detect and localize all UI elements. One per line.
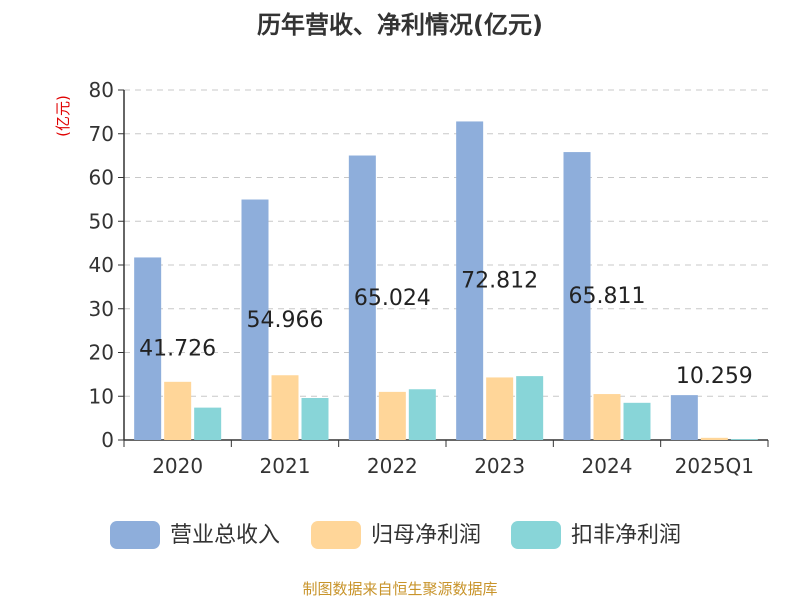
y-tick-label: 80 <box>89 78 114 102</box>
data-label: 65.811 <box>569 284 646 309</box>
bar <box>700 437 728 440</box>
data-label: 65.024 <box>354 286 431 311</box>
legend-label: 归母净利润 <box>371 523 481 548</box>
legend-swatch <box>311 521 361 549</box>
x-tick-label: 2023 <box>474 454 525 478</box>
bar <box>164 381 192 440</box>
y-tick-label: 0 <box>101 428 114 452</box>
x-tick-label: 2022 <box>367 454 418 478</box>
x-tick-label: 2024 <box>582 454 633 478</box>
bar <box>456 121 484 440</box>
y-tick-label: 40 <box>89 253 114 277</box>
bar <box>486 377 514 440</box>
data-label: 41.726 <box>139 337 216 362</box>
chart-title: 历年营收、净利情况(亿元) <box>257 11 543 39</box>
y-axis-label: (亿元) <box>54 95 72 137</box>
bar <box>241 199 269 440</box>
bar <box>134 257 162 440</box>
bar <box>348 155 376 440</box>
source-note: 制图数据来自恒生聚源数据库 <box>302 580 497 598</box>
x-tick-label: 2021 <box>260 454 311 478</box>
x-tick-label: 2025Q1 <box>675 454 754 478</box>
bar <box>670 395 698 440</box>
bar-layer <box>134 121 758 440</box>
data-label-layer: 41.726 54.966 65.024 72.812 65.811 10.259 <box>139 269 753 389</box>
bar <box>378 391 406 440</box>
bar <box>623 402 651 440</box>
legend-swatch <box>511 521 561 549</box>
x-tick-label: 2020 <box>152 454 203 478</box>
bar <box>563 152 591 440</box>
grid-layer <box>124 89 768 397</box>
y-tick-label: 70 <box>89 122 114 146</box>
bar <box>516 376 544 440</box>
y-tick-label: 60 <box>89 166 114 190</box>
bar <box>593 394 621 440</box>
legend: 营业总收入 归母净利润 扣非净利润 <box>110 521 681 549</box>
legend-label: 营业总收入 <box>170 523 280 548</box>
y-tick-label: 10 <box>89 384 114 408</box>
bar <box>408 389 436 440</box>
legend-swatch <box>110 521 160 549</box>
bar <box>194 407 222 440</box>
bar <box>301 398 329 440</box>
data-label: 54.966 <box>247 308 324 333</box>
axis-layer: 0 10 20 30 40 50 60 70 80 2020 2021 2022 2023 2024 202… <box>89 78 769 478</box>
y-tick-label: 30 <box>89 297 114 321</box>
legend-label: 扣非净利润 <box>571 523 681 548</box>
data-label: 72.812 <box>461 269 538 294</box>
bar <box>730 439 758 440</box>
y-tick-label: 50 <box>89 209 114 233</box>
data-label: 10.259 <box>676 364 753 389</box>
y-tick-label: 20 <box>89 341 114 365</box>
bar <box>271 375 299 440</box>
